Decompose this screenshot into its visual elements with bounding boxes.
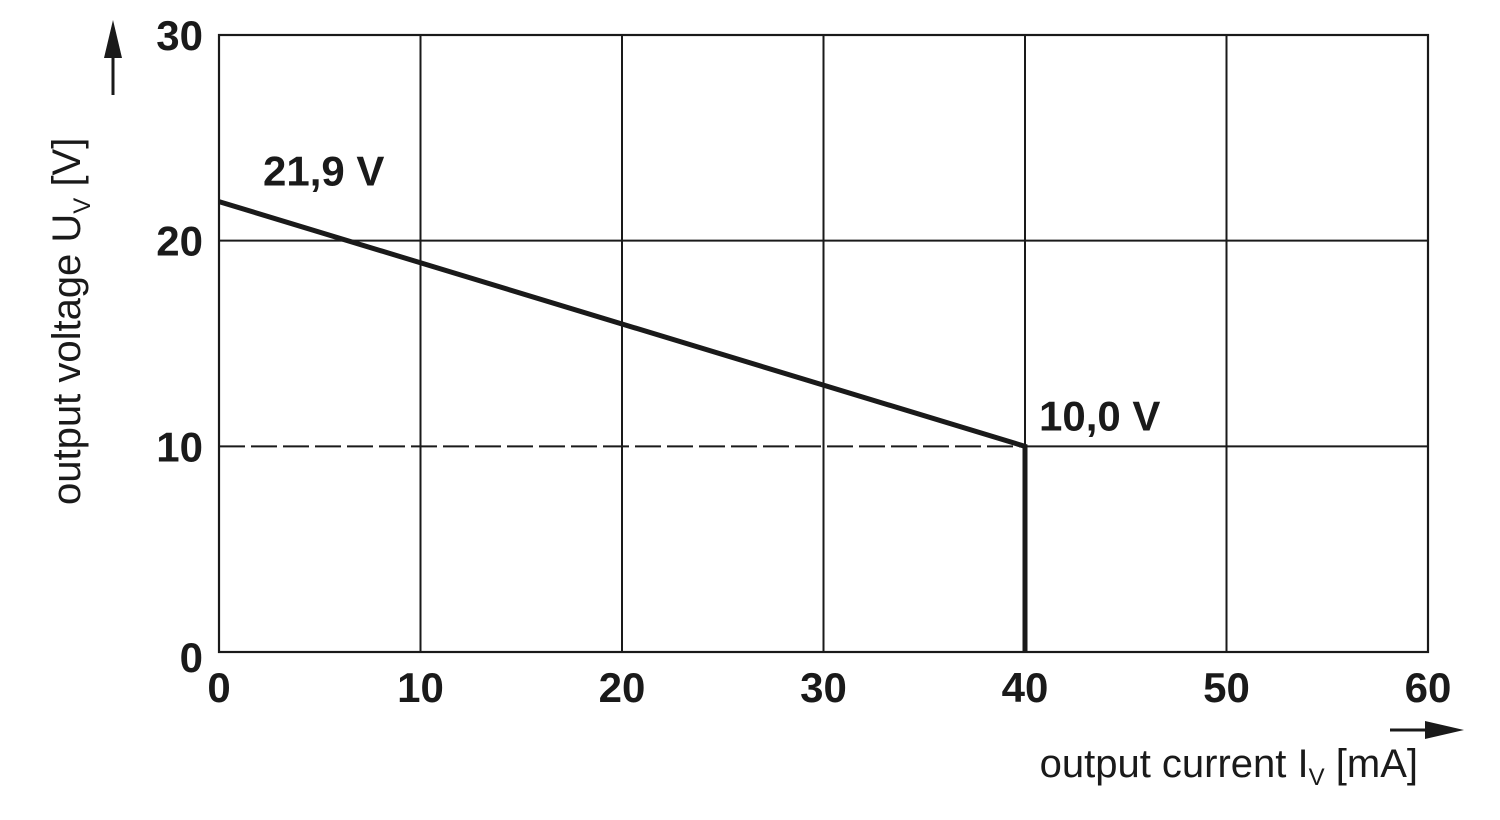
y-axis-label-sub: V — [69, 198, 96, 214]
x-tick-label-60: 60 — [1405, 664, 1452, 711]
x-axis-label: output current IV [mA] — [1040, 742, 1418, 791]
x-tick-label-50: 50 — [1203, 664, 1250, 711]
x-axis-label-unit: [mA] — [1325, 742, 1418, 786]
annotation-0: 21,9 V — [263, 148, 384, 195]
series-line-0 — [218, 199, 1028, 652]
x-tick-label-40: 40 — [1002, 664, 1049, 711]
y-axis-label: output voltage UV [V] — [45, 138, 96, 505]
annotations: 21,9 V 10,0 V — [263, 148, 1160, 440]
x-tick-label-10: 10 — [397, 664, 444, 711]
y-axis-label-main: output voltage U — [45, 214, 89, 505]
x-axis-label-sub: V — [1309, 764, 1325, 791]
x-tick-label-30: 30 — [800, 664, 847, 711]
series-group — [218, 199, 1028, 652]
y-tick-label-10: 10 — [156, 423, 203, 470]
x-tick-label-0: 0 — [207, 664, 230, 711]
annotation-1: 10,0 V — [1039, 392, 1160, 439]
x-axis-arrow — [1390, 721, 1464, 739]
y-tick-label-0: 0 — [180, 634, 203, 681]
x-axis-label-main: output current I — [1040, 742, 1309, 786]
y-tick-label-30: 30 — [156, 12, 203, 59]
y-tick-labels: 0 10 20 30 — [156, 12, 203, 681]
y-axis-arrow — [104, 20, 122, 95]
x-tick-label-20: 20 — [599, 664, 646, 711]
x-tick-labels: 0 10 20 30 40 50 60 — [207, 664, 1451, 711]
y-tick-label-20: 20 — [156, 218, 203, 265]
grid — [217, 33, 1430, 654]
y-axis-label-unit: [V] — [45, 138, 89, 198]
